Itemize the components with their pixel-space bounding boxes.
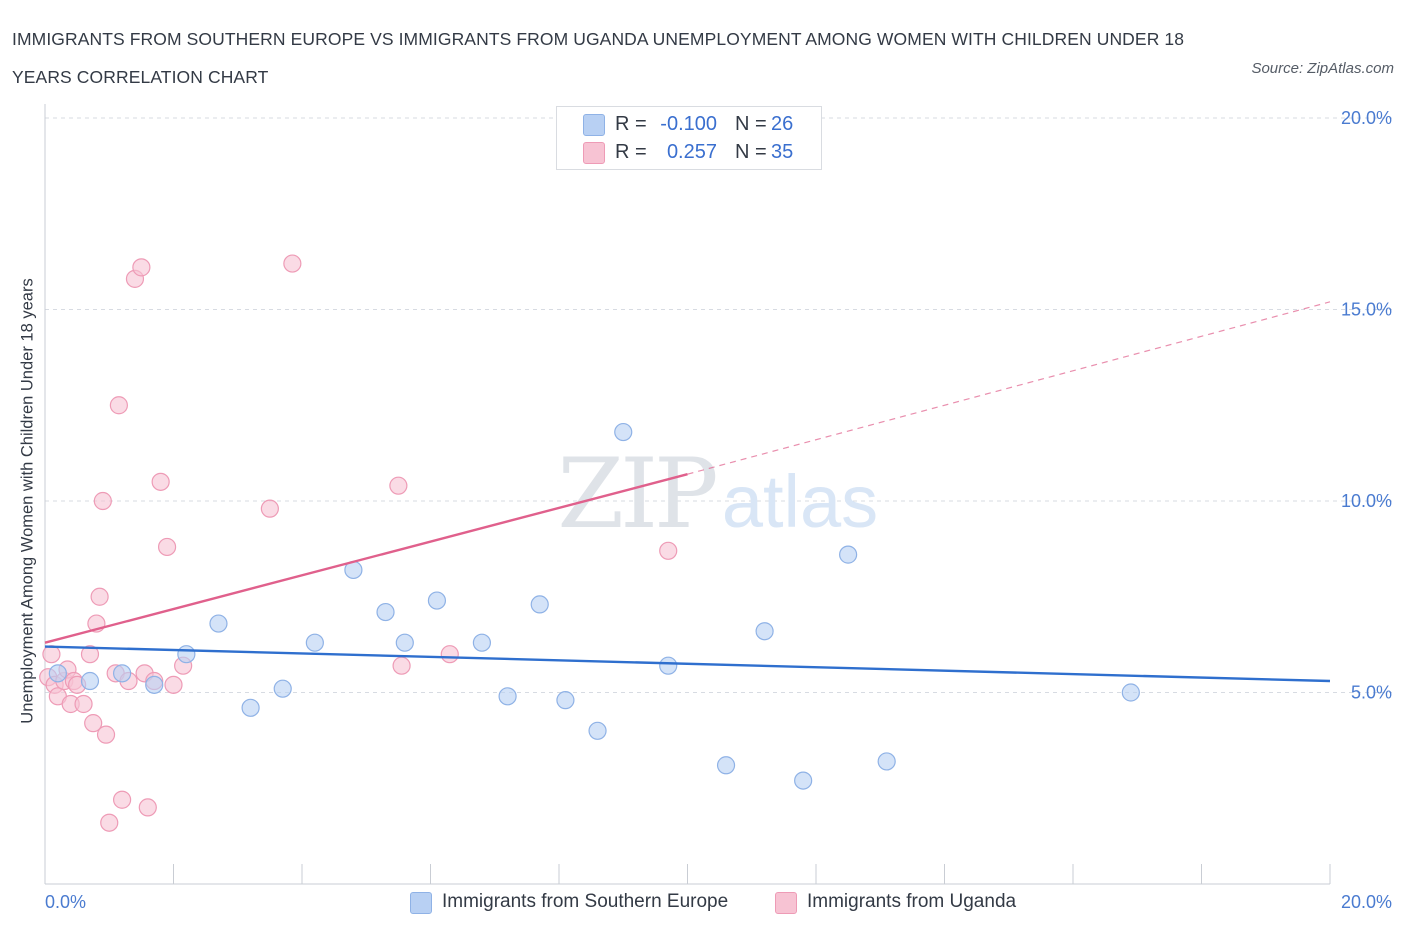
legend-row-southern-europe: R = -0.100 N = 26 [557, 110, 821, 138]
data-point [395, 633, 414, 652]
trend-line [44, 473, 688, 644]
data-point [427, 591, 447, 610]
data-point [177, 645, 196, 664]
data-point [93, 491, 112, 511]
data-point [877, 752, 896, 771]
data-point [755, 622, 774, 641]
legend-r-label: R = [615, 141, 647, 163]
data-point [48, 664, 67, 683]
data-point [90, 587, 109, 606]
data-point [614, 422, 633, 442]
watermark: ZIP atlas [557, 438, 878, 550]
legend-label-uganda: Immigrants from Uganda [807, 891, 1017, 912]
data-point [138, 798, 157, 817]
data-point [157, 537, 177, 557]
y-tick-label: 15.0% [1341, 300, 1392, 320]
legend-r-value: -0.100 [660, 113, 717, 135]
data-point [498, 687, 517, 706]
trend-lines [44, 301, 1331, 683]
data-point [164, 675, 183, 694]
chart-title: IMMIGRANTS FROM SOUTHERN EUROPE VS IMMIG… [12, 29, 1185, 87]
legend-label-southern-europe: Immigrants from Southern Europe [442, 891, 729, 912]
data-point [74, 694, 93, 714]
legend-n-value: 35 [771, 141, 794, 163]
data-point [80, 645, 100, 664]
legend-swatch-blue [410, 892, 432, 914]
y-tick-label: 10.0% [1341, 491, 1392, 511]
legend-n-value: 26 [771, 113, 794, 135]
grid-lines [45, 117, 1392, 693]
data-point [96, 725, 116, 744]
watermark-atlas: atlas [722, 460, 878, 543]
legend-swatch-pink [775, 892, 797, 914]
legend-r-value: 0.257 [666, 141, 717, 163]
data-point [376, 602, 395, 622]
data-point [659, 541, 678, 560]
data-point [241, 698, 260, 717]
y-tick-label: 5.0% [1351, 683, 1392, 703]
watermark-zip: ZIP [557, 438, 716, 550]
data-point [112, 664, 132, 683]
legend-swatch-blue [583, 114, 605, 136]
trend-line [44, 645, 1331, 683]
tick-labels: 5.0% 10.0% 15.0% 20.0% 0.0% 20.0% [45, 108, 1392, 912]
data-point [588, 721, 607, 740]
legend-n-label: N = [735, 141, 767, 163]
y-tick-label: 20.0% [1341, 108, 1392, 128]
axes [44, 104, 1331, 885]
data-point [794, 771, 813, 790]
data-point [1121, 683, 1140, 702]
data-point [839, 545, 858, 564]
data-point [392, 656, 411, 675]
data-point [145, 675, 164, 694]
source-label: Source: ZipAtlas.com [1251, 60, 1394, 77]
data-point [716, 756, 736, 775]
legend-n-label: N = [735, 113, 767, 135]
data-point [283, 254, 302, 273]
legend-swatch-pink [583, 142, 605, 164]
data-point [209, 614, 228, 633]
data-point [42, 645, 61, 664]
data-point [109, 396, 128, 415]
data-point [84, 714, 103, 733]
data-point [659, 656, 678, 675]
data-point [530, 595, 549, 614]
data-point [132, 258, 151, 277]
data-point [273, 679, 292, 698]
data-point [80, 671, 100, 691]
x-tick-label: 20.0% [1341, 892, 1392, 912]
trend-line-extension [687, 301, 1331, 475]
legend-row-uganda: R = 0.257 N = 35 [557, 138, 821, 166]
data-point [440, 645, 459, 664]
data-point [305, 633, 324, 652]
x-tick-label: 0.0% [45, 892, 86, 912]
correlation-legend: R = -0.100 N = 26 R = 0.257 N = 35 [556, 106, 822, 170]
data-point [100, 813, 119, 832]
data-point [260, 499, 279, 518]
legend-r-label: R = [615, 113, 647, 135]
data-point [389, 476, 408, 495]
data-point [556, 691, 575, 710]
data-point [151, 472, 170, 491]
data-point [112, 790, 132, 809]
data-point [472, 633, 491, 652]
